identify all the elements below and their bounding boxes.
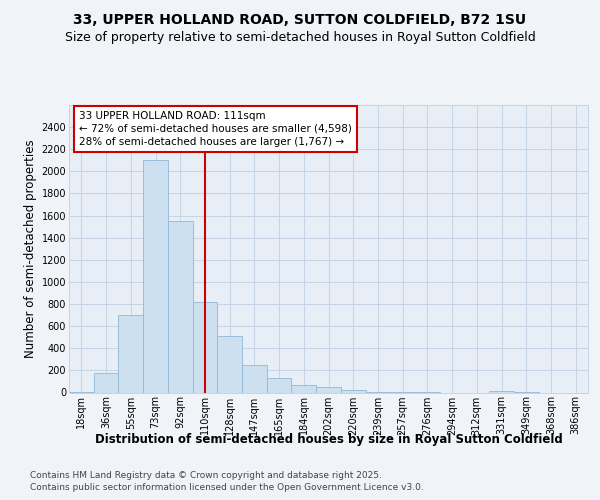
Bar [242,365,267,392]
Bar [217,336,242,392]
Text: Contains HM Land Registry data © Crown copyright and database right 2025.: Contains HM Land Registry data © Crown c… [30,471,382,480]
Bar [168,221,193,392]
Text: 33 UPPER HOLLAND ROAD: 111sqm
← 72% of semi-detached houses are smaller (4,598)
: 33 UPPER HOLLAND ROAD: 111sqm ← 72% of s… [79,111,352,147]
Text: Size of property relative to semi-detached houses in Royal Sutton Coldfield: Size of property relative to semi-detach… [65,31,535,44]
Bar [267,378,292,392]
Bar [489,391,514,392]
Bar [292,385,316,392]
Bar [94,373,118,392]
Y-axis label: Number of semi-detached properties: Number of semi-detached properties [25,140,37,358]
Text: Distribution of semi-detached houses by size in Royal Sutton Coldfield: Distribution of semi-detached houses by … [95,432,563,446]
Text: Contains public sector information licensed under the Open Government Licence v3: Contains public sector information licen… [30,483,424,492]
Bar [118,315,143,392]
Bar [316,387,341,392]
Text: 33, UPPER HOLLAND ROAD, SUTTON COLDFIELD, B72 1SU: 33, UPPER HOLLAND ROAD, SUTTON COLDFIELD… [73,12,527,26]
Bar [193,302,217,392]
Bar [143,160,168,392]
Bar [341,390,365,392]
